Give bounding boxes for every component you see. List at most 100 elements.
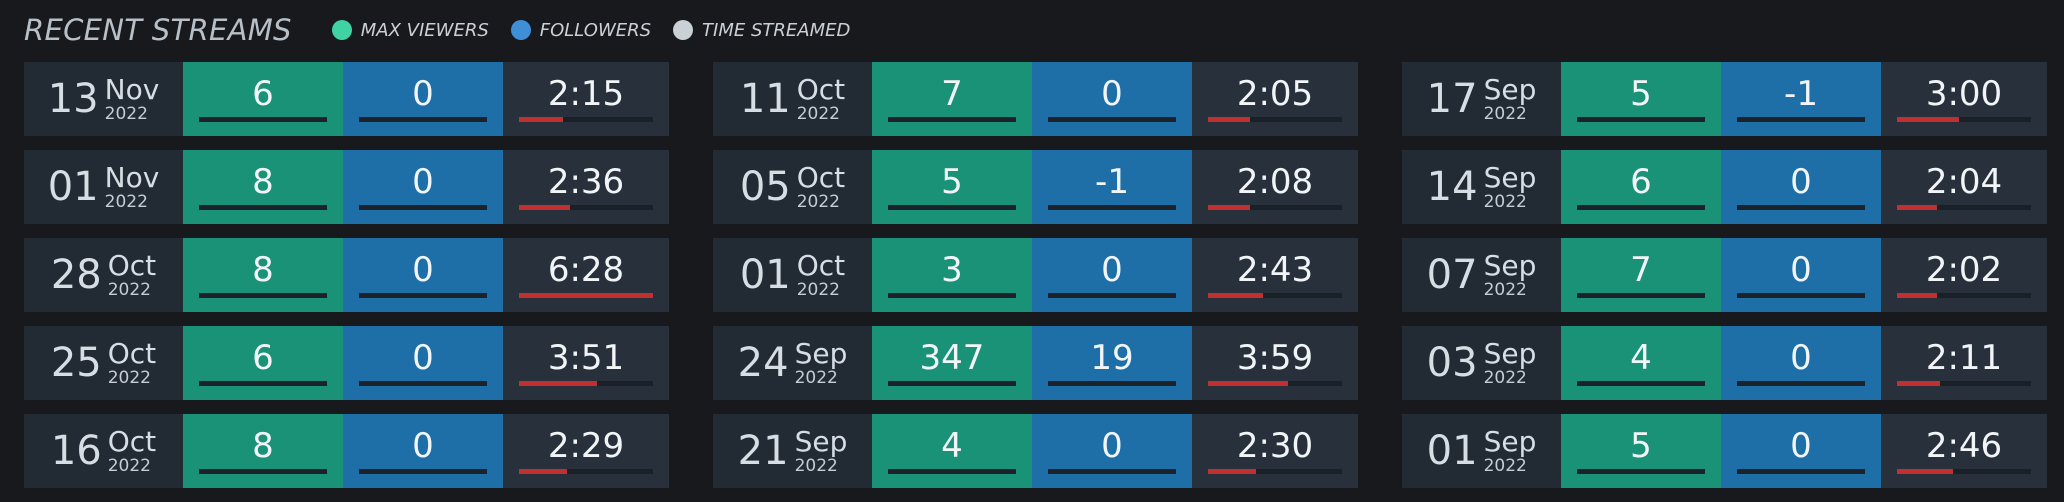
followers-bar bbox=[359, 469, 487, 474]
followers-bar bbox=[359, 205, 487, 210]
max-viewers-value: 6 bbox=[252, 74, 274, 114]
stream-row[interactable]: 03 Sep 2022 4 0 2:11 bbox=[1402, 326, 2047, 400]
stream-row[interactable]: 01 Sep 2022 5 0 2:46 bbox=[1402, 414, 2047, 488]
time-streamed-value: 3:59 bbox=[1236, 338, 1314, 378]
time-streamed-bar-fill bbox=[1208, 469, 1257, 474]
followers-bar bbox=[359, 381, 487, 386]
followers-value: -1 bbox=[1784, 74, 1818, 114]
followers-cell: 0 bbox=[1721, 414, 1881, 488]
stream-day: 05 bbox=[739, 164, 791, 210]
stream-month: Oct bbox=[107, 336, 157, 370]
time-streamed-bar-fill bbox=[1897, 469, 1954, 474]
max-viewers-bar bbox=[888, 381, 1016, 386]
stream-year: 2022 bbox=[1483, 191, 1527, 212]
streams-grid: 13 Nov 2022 6 0 2:15 01 bbox=[24, 62, 2047, 502]
stream-day: 13 bbox=[47, 76, 99, 122]
time-streamed-bar-fill bbox=[1208, 117, 1250, 122]
stream-day: 01 bbox=[739, 252, 791, 298]
max-viewers-value: 3 bbox=[941, 250, 963, 290]
followers-cell: 0 bbox=[1032, 238, 1192, 312]
stream-month: Sep bbox=[794, 336, 848, 370]
stream-month: Oct bbox=[107, 424, 157, 458]
followers-cell: 0 bbox=[343, 62, 503, 136]
stream-month: Oct bbox=[796, 160, 846, 194]
max-viewers-bar bbox=[199, 469, 327, 474]
stream-row[interactable]: 28 Oct 2022 8 0 6:28 bbox=[24, 238, 669, 312]
stream-year: 2022 bbox=[796, 191, 840, 212]
stream-row[interactable]: 14 Sep 2022 6 0 2:04 bbox=[1402, 150, 2047, 224]
time-streamed-bar-fill bbox=[519, 293, 653, 298]
max-viewers-value: 8 bbox=[252, 162, 274, 202]
stream-row[interactable]: 11 Oct 2022 7 0 2:05 bbox=[713, 62, 1358, 136]
legend-label: FOLLOWERS bbox=[539, 19, 652, 41]
max-viewers-value: 5 bbox=[941, 162, 963, 202]
followers-value: 0 bbox=[412, 426, 434, 466]
time-streamed-bar-fill bbox=[1897, 205, 1938, 210]
stream-row[interactable]: 05 Oct 2022 5 -1 2:08 bbox=[713, 150, 1358, 224]
followers-bar bbox=[1737, 469, 1865, 474]
time-streamed-cell: 3:59 bbox=[1192, 326, 1358, 400]
max-viewers-cell: 6 bbox=[1561, 150, 1721, 224]
followers-cell: 0 bbox=[1721, 238, 1881, 312]
time-streamed-cell: 2:29 bbox=[503, 414, 669, 488]
stream-date: 14 Sep 2022 bbox=[1402, 150, 1561, 224]
stream-month-year: Nov 2022 bbox=[104, 72, 160, 123]
time-streamed-cell: 2:02 bbox=[1881, 238, 2047, 312]
stream-day: 17 bbox=[1426, 76, 1478, 122]
stream-row[interactable]: 01 Nov 2022 8 0 2:36 bbox=[24, 150, 669, 224]
stream-row[interactable]: 13 Nov 2022 6 0 2:15 bbox=[24, 62, 669, 136]
legend-time-streamed: TIME STREAMED bbox=[673, 20, 850, 41]
max-viewers-value: 8 bbox=[252, 250, 274, 290]
max-viewers-bar bbox=[1577, 117, 1705, 122]
stream-month-year: Sep 2022 bbox=[1484, 339, 1537, 387]
legend-dot-icon bbox=[673, 20, 694, 40]
stream-row[interactable]: 25 Oct 2022 6 0 3:51 bbox=[24, 326, 669, 400]
followers-value: 0 bbox=[1790, 250, 1812, 290]
followers-bar bbox=[359, 293, 487, 298]
max-viewers-bar bbox=[1577, 205, 1705, 210]
max-viewers-cell: 3 bbox=[872, 238, 1032, 312]
followers-bar bbox=[1737, 205, 1865, 210]
time-streamed-bar-fill bbox=[519, 381, 597, 386]
max-viewers-value: 7 bbox=[941, 74, 963, 114]
time-streamed-bar bbox=[519, 381, 653, 386]
stream-month-year: Sep 2022 bbox=[795, 427, 848, 475]
stream-day: 01 bbox=[47, 164, 99, 210]
time-streamed-value: 2:08 bbox=[1236, 162, 1314, 202]
time-streamed-bar bbox=[1897, 117, 2031, 122]
stream-year: 2022 bbox=[104, 191, 148, 212]
followers-cell: 0 bbox=[343, 238, 503, 312]
time-streamed-cell: 2:36 bbox=[503, 150, 669, 224]
max-viewers-bar bbox=[888, 205, 1016, 210]
stream-month: Nov bbox=[104, 72, 160, 106]
max-viewers-value: 5 bbox=[1630, 74, 1652, 114]
stream-row[interactable]: 07 Sep 2022 7 0 2:02 bbox=[1402, 238, 2047, 312]
max-viewers-bar bbox=[1577, 469, 1705, 474]
followers-bar bbox=[359, 117, 487, 122]
max-viewers-bar bbox=[199, 381, 327, 386]
time-streamed-bar-fill bbox=[1897, 381, 1940, 386]
stream-year: 2022 bbox=[1483, 279, 1527, 300]
max-viewers-bar bbox=[199, 117, 327, 122]
stream-row[interactable]: 24 Sep 2022 347 19 3:59 bbox=[713, 326, 1358, 400]
time-streamed-value: 2:30 bbox=[1236, 426, 1314, 466]
followers-cell: -1 bbox=[1721, 62, 1881, 136]
time-streamed-cell: 2:43 bbox=[1192, 238, 1358, 312]
stream-day: 03 bbox=[1426, 340, 1478, 386]
stream-row[interactable]: 01 Oct 2022 3 0 2:43 bbox=[713, 238, 1358, 312]
time-streamed-value: 6:28 bbox=[547, 250, 625, 290]
max-viewers-bar bbox=[888, 469, 1016, 474]
streams-column: 17 Sep 2022 5 -1 3:00 14 bbox=[1402, 62, 2047, 502]
stream-row[interactable]: 16 Oct 2022 8 0 2:29 bbox=[24, 414, 669, 488]
max-viewers-cell: 7 bbox=[872, 62, 1032, 136]
time-streamed-cell: 6:28 bbox=[503, 238, 669, 312]
stream-day: 01 bbox=[1426, 428, 1478, 474]
followers-bar bbox=[1737, 117, 1865, 122]
stream-year: 2022 bbox=[107, 367, 151, 388]
stream-row[interactable]: 21 Sep 2022 4 0 2:30 bbox=[713, 414, 1358, 488]
stream-date: 11 Oct 2022 bbox=[713, 62, 872, 136]
time-streamed-value: 2:02 bbox=[1925, 250, 2003, 290]
stream-day: 24 bbox=[737, 340, 789, 386]
stream-row[interactable]: 17 Sep 2022 5 -1 3:00 bbox=[1402, 62, 2047, 136]
time-streamed-value: 3:00 bbox=[1925, 74, 2003, 114]
